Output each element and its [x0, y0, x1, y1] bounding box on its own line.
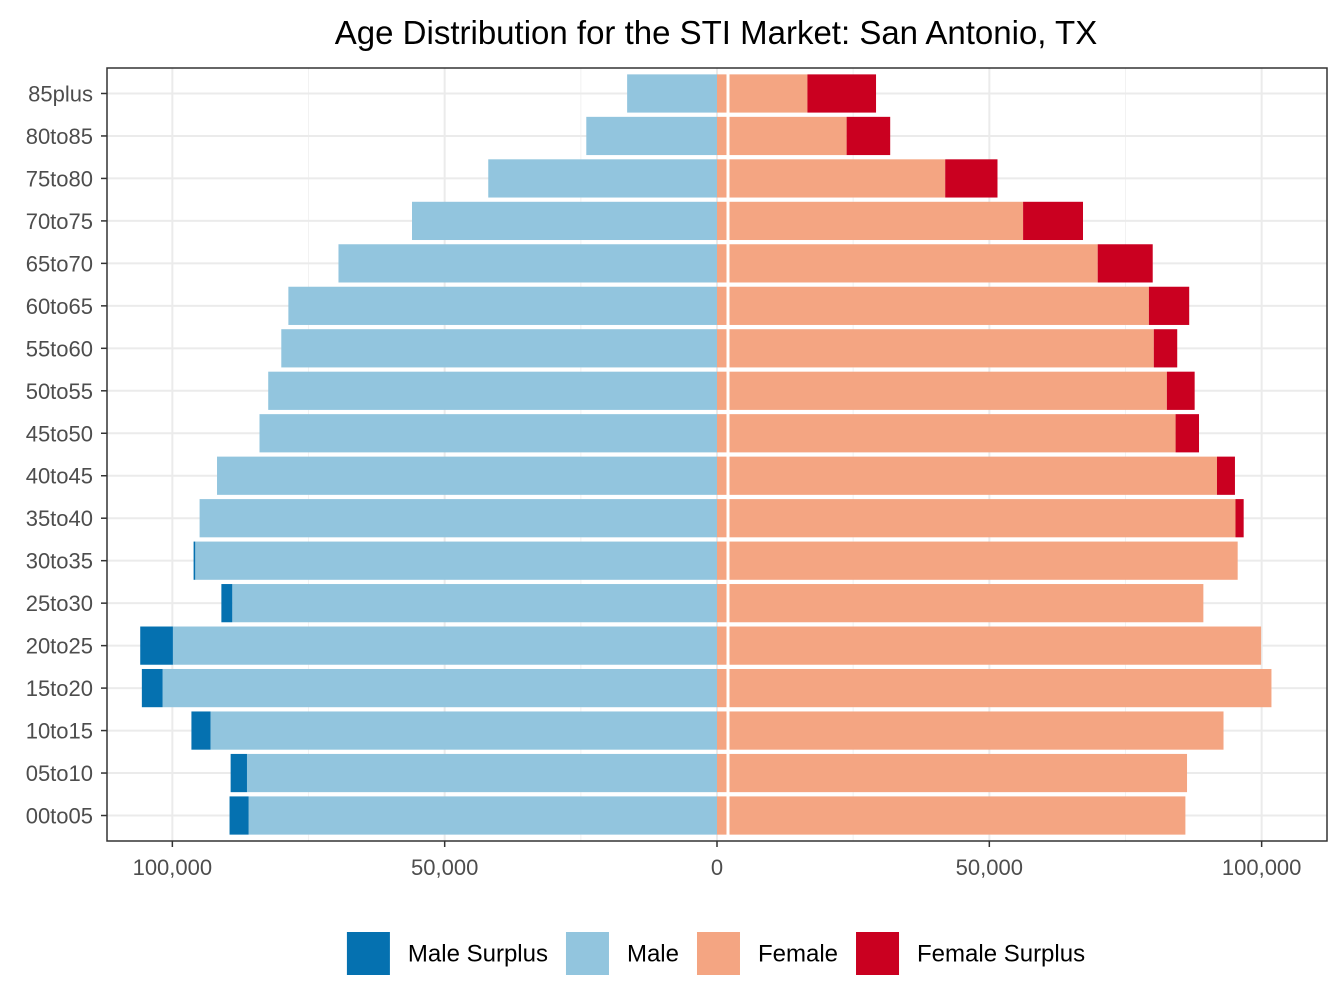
bar-female-surplus-75to80 [945, 159, 998, 198]
x-tick-label: 50,000 [411, 855, 478, 880]
chart-title: Age Distribution for the STI Market: San… [335, 14, 1097, 51]
y-tick-label: 55to60 [26, 336, 93, 361]
bar-female-surplus-40to45 [1216, 456, 1235, 495]
legend-key-female [696, 932, 740, 975]
bar-female-00to05 [717, 796, 1186, 835]
bar-male-85plus [627, 74, 717, 113]
y-tick-label: 80to85 [26, 124, 93, 149]
bar-male-surplus-30to35 [193, 541, 196, 580]
bar-female-20to25 [717, 626, 1262, 665]
bar-female-surplus-45to50 [1175, 414, 1200, 453]
y-tick-label: 20to25 [26, 634, 93, 659]
bar-male-surplus-25to30 [221, 584, 233, 623]
legend-label-female-surplus: Female Surplus [917, 941, 1085, 968]
bar-female-surplus-35to40 [1235, 499, 1244, 538]
bar-male-surplus-05to10 [230, 753, 247, 793]
bar-female-40to45 [717, 456, 1217, 495]
bar-female-surplus-60to65 [1148, 286, 1190, 325]
y-tick-label: 65to70 [26, 251, 93, 276]
bar-male-surplus-15to20 [141, 668, 163, 708]
bar-male-surplus-00to05 [229, 796, 249, 835]
bar-male-70to75 [412, 201, 717, 241]
legend-key-male-surplus [346, 932, 390, 975]
bar-male-45to50 [259, 414, 717, 453]
bar-male-25to30 [232, 584, 717, 623]
legend-label-male: Male [627, 941, 679, 968]
bar-female-surplus-50to55 [1166, 371, 1195, 410]
y-tick-label: 25to30 [26, 591, 93, 616]
bar-female-45to50 [717, 414, 1176, 453]
bar-female-surplus-65to70 [1097, 244, 1153, 283]
bar-female-surplus-70to75 [1023, 201, 1083, 241]
bar-female-10to15 [717, 711, 1224, 750]
bar-male-65to70 [338, 244, 717, 283]
y-tick-label: 45to50 [26, 421, 93, 446]
legend-label-male-surplus: Male Surplus [408, 941, 548, 968]
legend: Male Surplus Male Female Female Surplus [346, 932, 1085, 975]
bar-male-05to10 [246, 753, 718, 793]
x-tick-label: 0 [711, 855, 723, 880]
bar-male-35to40 [199, 499, 717, 538]
legend-label-female: Female [758, 941, 838, 968]
y-tick-label: 60to65 [26, 294, 93, 319]
y-tick-label: 00to05 [26, 804, 93, 829]
y-tick-label: 75to80 [26, 166, 93, 191]
bar-male-80to85 [586, 116, 717, 156]
x-tick-label: 100,000 [133, 855, 213, 880]
bar-female-surplus-80to85 [846, 116, 891, 156]
bar-male-surplus-20to25 [140, 626, 173, 665]
x-tick-label: 100,000 [1222, 855, 1302, 880]
x-tick-label: 50,000 [956, 855, 1023, 880]
bar-male-20to25 [172, 626, 717, 665]
y-tick-label: 10to15 [26, 719, 93, 744]
bar-female-85plus [717, 74, 808, 113]
bar-male-10to15 [210, 711, 717, 750]
bar-female-80to85 [717, 116, 847, 156]
y-tick-label: 70to75 [26, 209, 93, 234]
bar-male-surplus-10to15 [191, 711, 211, 750]
y-tick-label: 35to40 [26, 506, 93, 531]
bar-male-75to80 [488, 159, 717, 198]
y-tick-label: 05to10 [26, 761, 93, 786]
bar-female-60to65 [717, 286, 1149, 325]
bar-female-surplus-55to60 [1153, 329, 1178, 368]
x-axis: 100,000 50,000 0 50,000 100,000 [133, 841, 1302, 880]
bar-female-70to75 [717, 201, 1024, 241]
y-tick-label: 30to35 [26, 549, 93, 574]
bar-female-35to40 [717, 499, 1236, 538]
y-tick-label: 40to45 [26, 464, 93, 489]
bar-female-75to80 [717, 159, 946, 198]
bar-female-65to70 [717, 244, 1098, 283]
y-axis: 00to05 05to10 10to15 15to20 20to25 25to30 30to… [26, 81, 107, 829]
bar-female-05to10 [717, 753, 1188, 793]
bar-male-15to20 [162, 668, 717, 708]
bar-male-60to65 [288, 286, 717, 325]
bar-female-50to55 [717, 371, 1167, 410]
bar-male-55to60 [281, 329, 717, 368]
bar-male-40to45 [217, 456, 717, 495]
bar-male-00to05 [248, 796, 717, 835]
bar-female-55to60 [717, 329, 1154, 368]
bar-male-30to35 [195, 541, 717, 580]
bar-female-15to20 [717, 668, 1272, 708]
legend-key-male [565, 932, 609, 975]
legend-key-female-surplus [856, 932, 900, 975]
y-tick-label: 15to20 [26, 676, 93, 701]
y-tick-label: 85plus [28, 81, 93, 106]
bar-layer [140, 74, 1272, 835]
y-tick-label: 50to55 [26, 379, 93, 404]
bar-female-25to30 [717, 584, 1204, 623]
bar-male-50to55 [268, 371, 717, 410]
bar-female-30to35 [717, 541, 1238, 580]
bar-female-surplus-85plus [807, 74, 877, 113]
